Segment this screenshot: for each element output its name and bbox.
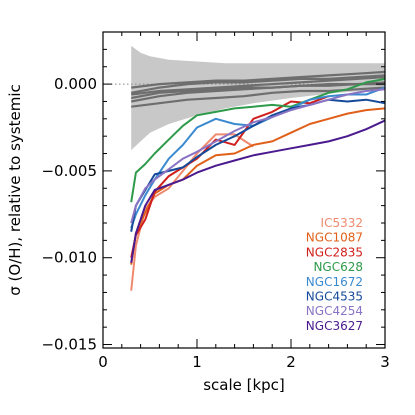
x-tick-label: 2 [286,353,296,371]
axis-ticks: 0 1 2 3 0.000 −0.005 −0.010 −0.015 [41,32,390,371]
series-line-ngc4535 [130,98,386,232]
y-tick-label: −0.010 [41,249,97,267]
series-line-ngc3627 [130,119,386,264]
plot-frame [102,31,386,349]
x-axis-label: scale [kpc] [203,376,285,394]
null-series-line [131,76,386,96]
legend-item-ngc3627: NGC3627 [306,319,363,333]
series-line-ngc4254 [130,88,386,224]
x-tick-label: 1 [192,353,202,371]
x-tick-label: 0 [98,353,108,371]
y-axis-label: σ (O/H), relative to systemic [6,84,24,295]
x-tick-label: 3 [380,353,390,371]
y-tick-label: −0.005 [41,162,97,180]
legend-item-ngc4535: NGC4535 [306,290,363,304]
series-line-ngc2835 [130,95,329,258]
legend-item-ic5332: IC5332 [321,216,363,230]
legend-item-ngc4254: NGC4254 [306,304,363,318]
y-tick-label: 0.000 [54,75,97,93]
legend: IC5332NGC1087NGC2835NGC628NGC1672NGC4535… [306,216,363,333]
null-series-line [131,74,386,94]
null-series-line [131,70,386,89]
legend-item-ngc1672: NGC1672 [306,275,363,289]
legend-item-ngc2835: NGC2835 [306,245,363,259]
y-tick-label: −0.015 [41,336,97,354]
plot-area [103,45,386,291]
uncertainty-band [131,45,385,151]
null-series-line [131,83,385,100]
series-line-ngc628 [130,77,386,203]
legend-item-ngc1087: NGC1087 [306,231,363,245]
series-line-ngc1672 [130,86,386,229]
legend-item-ngc628: NGC628 [313,260,363,274]
